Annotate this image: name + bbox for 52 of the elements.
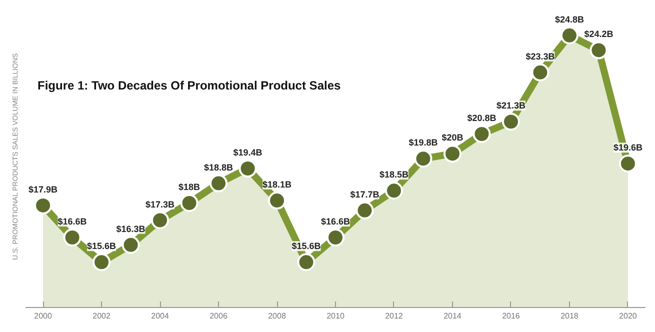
data-label: $24.8B: [554, 14, 584, 24]
data-label: $19.6B: [613, 142, 643, 153]
data-label: $16.6B: [58, 216, 88, 227]
point: [356, 201, 374, 220]
data-label: $21.3B: [496, 100, 526, 111]
data-label: $15.6B: [87, 241, 117, 252]
point: [590, 41, 608, 60]
point: [531, 63, 550, 82]
x-tick-label: 2020: [619, 312, 638, 320]
point: [326, 228, 344, 246]
point: [472, 125, 491, 143]
point: [414, 150, 432, 168]
x-tick-label: 2010: [326, 312, 345, 320]
x-tick-label: 2014: [444, 312, 462, 320]
point: [151, 211, 170, 230]
data-label: $16.3B: [116, 224, 146, 234]
x-tick-label: 2016: [502, 312, 520, 320]
point: [122, 236, 140, 254]
point: [180, 194, 198, 212]
data-label: $18.1B: [262, 180, 292, 190]
data-label: $17.9B: [28, 184, 58, 194]
data-label: $17.7B: [350, 189, 380, 200]
x-tick-label: 2012: [385, 312, 404, 320]
data-label: $24.2B: [584, 29, 614, 40]
data-label: $19.4B: [233, 148, 263, 158]
data-label: $18B: [178, 182, 201, 192]
data-label: $20.8B: [467, 113, 497, 124]
data-label: $18.8B: [204, 162, 234, 172]
point: [443, 144, 462, 163]
data-label: $19.8B: [408, 138, 438, 148]
x-tick-label: 2004: [151, 312, 170, 320]
point: [63, 228, 82, 246]
data-label: $18.5B: [379, 170, 409, 180]
point: [238, 160, 257, 178]
data-label: $17.3B: [146, 199, 176, 210]
x-tick-label: 2008: [268, 312, 286, 320]
point: [560, 26, 578, 44]
x-tick-label: 2002: [92, 312, 111, 320]
x-tick-label: 2006: [210, 312, 228, 320]
point: [92, 253, 111, 272]
text: Figure 1: Two Decades Of Promotional Product Sales: [38, 78, 341, 92]
data-label: $20B: [442, 132, 464, 143]
data-label: $15.6B: [292, 241, 322, 252]
point: [502, 112, 520, 131]
point: [384, 182, 403, 200]
point: [618, 154, 637, 173]
x-tick-label: 2000: [34, 312, 52, 320]
data-label: $16.6B: [320, 216, 351, 227]
data-label: $23.3B: [526, 51, 556, 62]
point: [297, 253, 316, 272]
x-tick-label: 2018: [560, 312, 579, 320]
point: [210, 174, 228, 192]
